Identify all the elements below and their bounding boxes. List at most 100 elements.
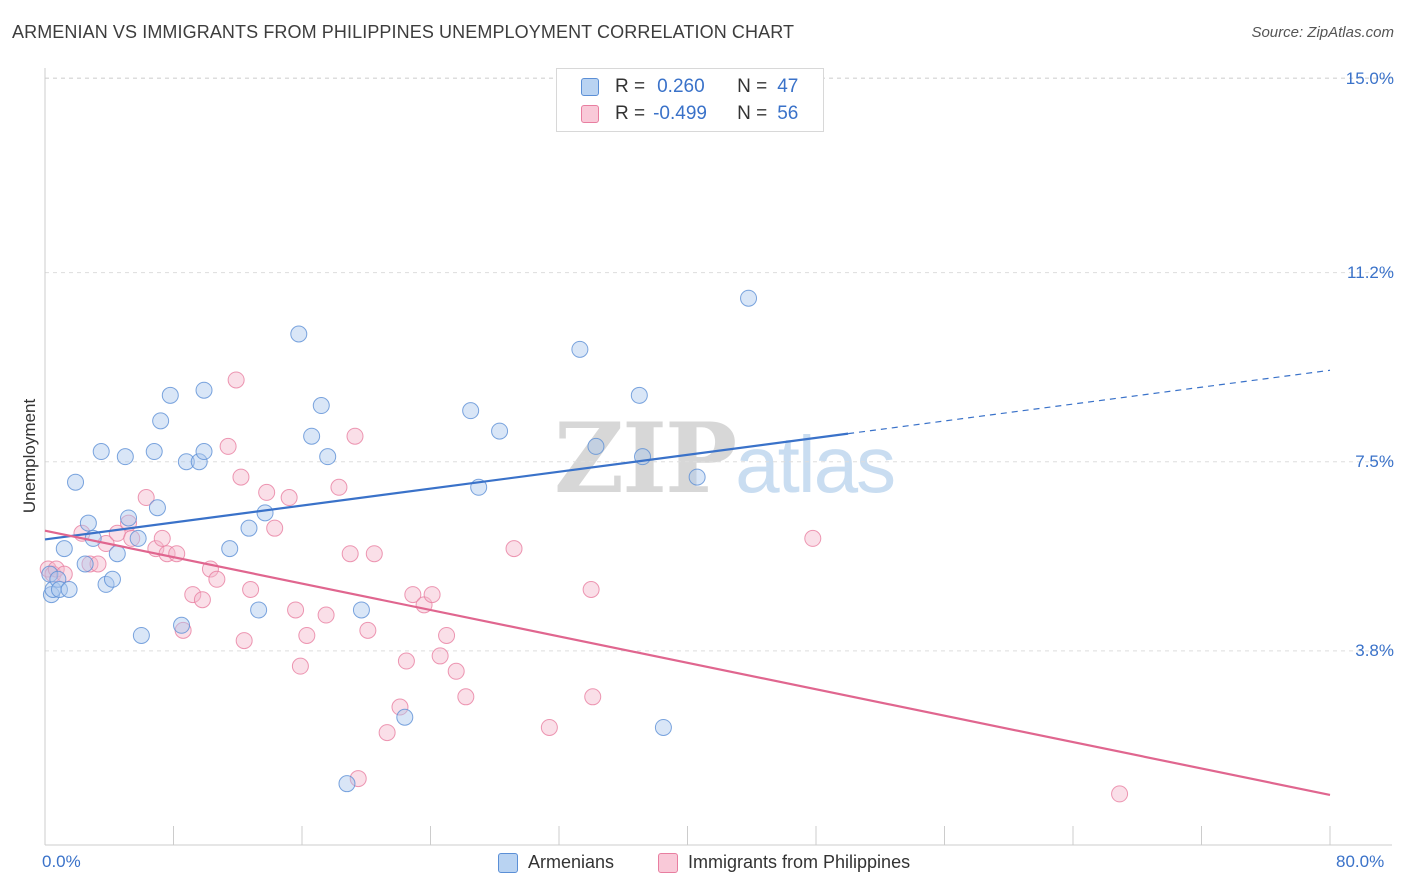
legend-swatch-philippines [581, 105, 599, 123]
watermark: ZIPatlas [554, 402, 896, 515]
philippines-point [123, 529, 141, 547]
legend-r-value: 0.260 [657, 76, 705, 97]
legend-n-label: N = [737, 103, 768, 124]
armenian-point [108, 545, 126, 563]
armenian-point [290, 325, 308, 343]
armenian-point [152, 412, 170, 430]
philippines-point [404, 586, 422, 604]
legend-row-philippines: R = -0.499 N = 56 [581, 102, 798, 126]
philippines-point [153, 529, 171, 547]
philippines-point [457, 688, 475, 706]
armenian-point [145, 443, 163, 461]
philippines-point [330, 478, 348, 496]
philippines-point [1111, 785, 1129, 803]
armenian-point [396, 708, 414, 726]
grid-layer [45, 77, 1392, 652]
philippines-point [438, 626, 456, 644]
philippines-point [540, 718, 558, 736]
philippines-point [423, 586, 441, 604]
armenian-point [55, 540, 73, 558]
armenian-point [740, 289, 758, 307]
armenian-point [120, 509, 138, 527]
philippines-point [266, 519, 284, 537]
armenian-point [92, 443, 110, 461]
philippines-point [298, 626, 316, 644]
armenian-point [256, 504, 274, 522]
armenian-point [240, 519, 258, 537]
philippines-point [365, 545, 383, 563]
armenian-point [338, 775, 356, 793]
philippines-point [227, 371, 245, 389]
armenian-point [654, 718, 672, 736]
philippines-point [184, 586, 202, 604]
philippines-point [359, 621, 377, 639]
y-tick-label: 15.0% [1345, 68, 1394, 88]
philippines-point [137, 489, 155, 507]
armenian-point [303, 427, 321, 445]
armenian-point [571, 340, 589, 358]
armenian-point [352, 601, 370, 619]
philippines-point [349, 770, 367, 788]
armenian-points [41, 289, 758, 793]
watermark-atlas: atlas [735, 420, 896, 509]
armenian-point [148, 499, 166, 517]
armenian-point [103, 570, 121, 588]
bottom-legend-label-armenians: Armenians [528, 852, 615, 872]
legend-n-label: N = [737, 76, 768, 97]
armenian-point [462, 402, 480, 420]
philippines-point [346, 427, 364, 445]
philippines-point [208, 570, 226, 588]
x-tick-max: 80.0% [1336, 852, 1385, 871]
philippines-point [582, 581, 600, 598]
armenian-trend-extension [848, 369, 1331, 435]
armenian-point [587, 437, 605, 455]
legend-n-value: 56 [777, 103, 799, 124]
bottom-legend-swatch-philippines [658, 852, 678, 873]
legend-row-armenians: R = 0.260 N = 47 [581, 75, 798, 99]
bottom-legend-label-philippines: Immigrants from Philippines [688, 852, 911, 872]
armenian-point [116, 448, 134, 466]
y-tick-label: 3.8% [1355, 640, 1394, 660]
philippines-point [317, 606, 335, 624]
legend-r-label: R = [615, 76, 646, 97]
armenian-point [319, 448, 337, 466]
armenian-point [129, 529, 147, 547]
armenian-point [161, 386, 179, 404]
philippines-trend-line [44, 529, 1331, 796]
philippines-point [287, 601, 305, 619]
source-label: Source: ZipAtlas.com [1251, 24, 1394, 41]
philippines-point [258, 483, 276, 501]
armenian-point [195, 381, 213, 399]
armenian-point [250, 601, 268, 619]
armenian-point [79, 514, 97, 532]
y-tick-label: 11.2% [1347, 262, 1394, 282]
philippines-point [235, 632, 253, 650]
philippines-point [804, 529, 822, 547]
armenian-point [491, 422, 509, 440]
philippines-point [391, 698, 409, 716]
philippines-point [341, 545, 359, 563]
philippines-point [219, 437, 237, 455]
philippines-point [584, 688, 602, 706]
y-axis-label: Unemployment [20, 398, 39, 514]
bottom-legend-armenians: Armenians [498, 852, 614, 873]
armenian-point [312, 397, 330, 415]
armenian-point [50, 581, 68, 598]
philippines-point [291, 657, 309, 675]
philippines-point [431, 647, 449, 665]
legend-swatch-armenians [581, 78, 599, 96]
armenian-point [173, 616, 191, 634]
bottom-legend-swatch-armenians [498, 852, 518, 873]
watermark-zip: ZIP [554, 402, 737, 515]
armenian-point [177, 453, 195, 471]
chart-title: ARMENIAN VS IMMIGRANTS FROM PHILIPPINES … [12, 22, 795, 42]
x-tick-min: 0.0% [42, 852, 81, 871]
legend-n-value: 47 [777, 76, 799, 97]
philippines-points [39, 371, 1129, 803]
philippines-point [242, 581, 260, 598]
legend-r-label: R = [615, 103, 646, 124]
armenian-point [132, 626, 150, 644]
armenian-point [195, 443, 213, 461]
armenian-point [221, 540, 239, 558]
